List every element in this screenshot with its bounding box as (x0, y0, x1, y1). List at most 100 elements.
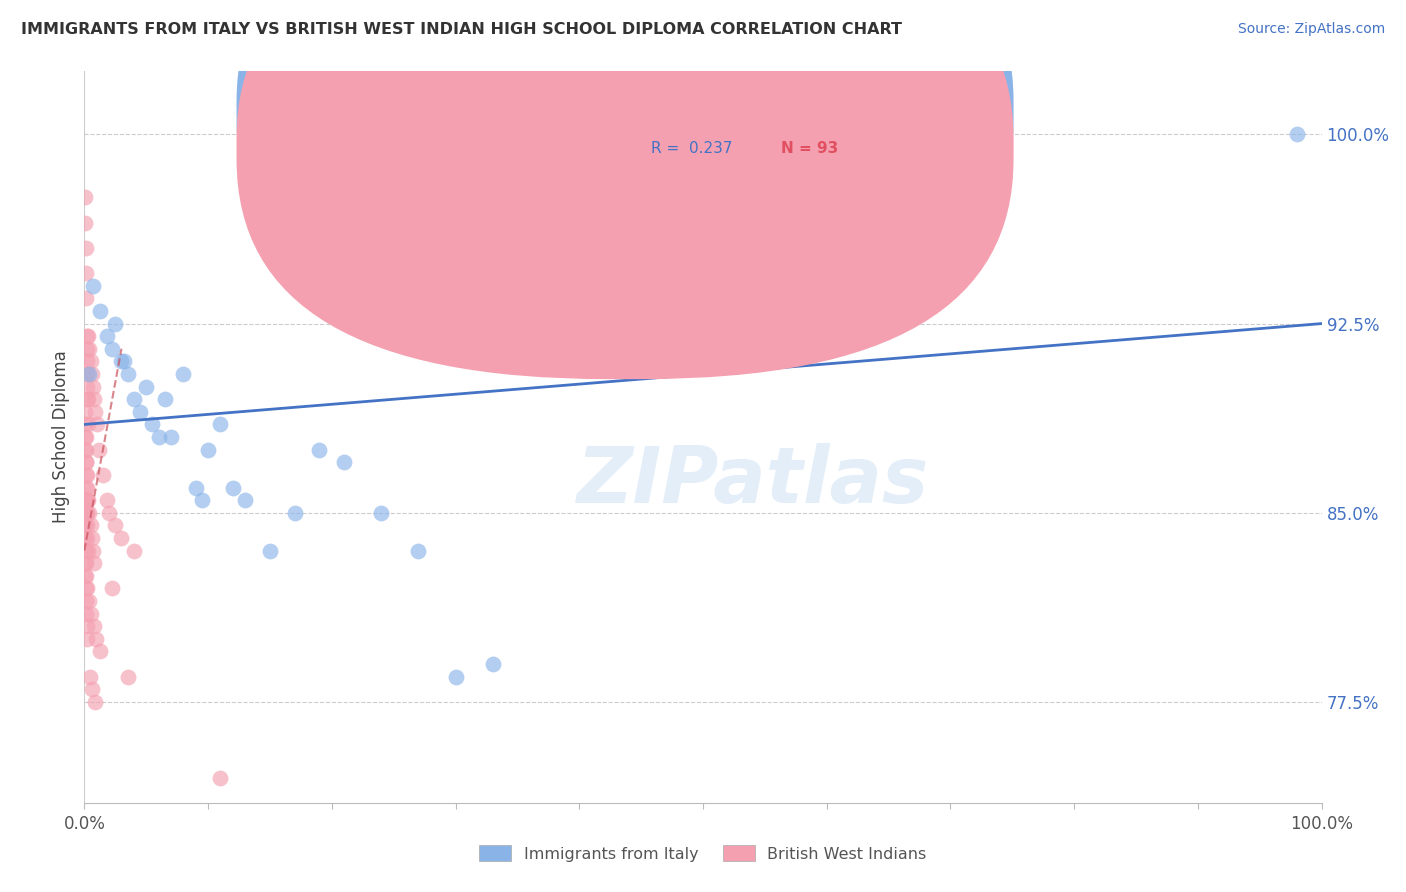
Point (233, 493, 256, 508)
Point (76, 632, 98, 646)
Point (82, 682, 104, 697)
Point (76, 543, 98, 558)
Point (76, 493, 98, 508)
Point (117, 670, 139, 684)
Point (209, 771, 232, 785)
Point (191, 493, 214, 508)
Point (76, 493, 98, 508)
Point (76, 392, 98, 407)
Point (89, 442, 111, 457)
FancyBboxPatch shape (236, 0, 1014, 343)
Point (122, 543, 145, 558)
Point (135, 379, 157, 393)
Point (259, 543, 281, 558)
Point (76, 367, 98, 381)
Point (73, 405, 96, 419)
Point (100, 582, 122, 596)
Point (75, 531, 97, 545)
Text: R =  0.237: R = 0.237 (651, 141, 733, 156)
Point (79, 670, 101, 684)
Point (75, 569, 97, 583)
Point (96, 493, 118, 508)
Point (481, 657, 503, 671)
Point (80, 367, 103, 381)
Point (96, 329, 118, 343)
Point (1285, 128, 1308, 142)
Point (160, 430, 183, 444)
Text: N = 93: N = 93 (780, 141, 838, 156)
Point (370, 506, 392, 520)
Point (75, 467, 97, 482)
Point (82, 278, 104, 293)
Point (184, 481, 207, 495)
Point (75, 569, 97, 583)
Point (75, 582, 97, 596)
Point (75, 455, 97, 469)
Point (73, 216, 96, 230)
Point (82, 543, 104, 558)
Point (75, 543, 97, 558)
Point (76, 354, 98, 368)
Point (91, 467, 114, 482)
Point (76, 531, 98, 545)
Text: ZIPatlas: ZIPatlas (576, 443, 928, 519)
Point (148, 430, 170, 444)
Point (75, 266, 97, 280)
Point (83, 695, 105, 709)
Point (79, 518, 101, 533)
FancyBboxPatch shape (592, 82, 883, 174)
Point (79, 342, 101, 356)
Point (89, 644, 111, 658)
Point (76, 518, 98, 533)
Point (104, 518, 127, 533)
Point (333, 455, 356, 469)
Point (76, 506, 98, 520)
Legend: Immigrants from Italy, British West Indians: Immigrants from Italy, British West Indi… (472, 838, 934, 868)
Point (73, 518, 96, 533)
Point (76, 467, 98, 482)
Point (444, 670, 467, 684)
Point (75, 442, 97, 457)
Point (98, 506, 121, 520)
Point (110, 354, 132, 368)
Point (117, 367, 139, 381)
Point (308, 442, 330, 457)
Point (75, 481, 97, 495)
Point (141, 417, 163, 432)
Point (83, 392, 105, 407)
Point (76, 329, 98, 343)
Point (75, 417, 97, 432)
Point (408, 543, 430, 558)
Point (82, 379, 104, 393)
Text: IMMIGRANTS FROM ITALY VS BRITISH WEST INDIAN HIGH SCHOOL DIPLOMA CORRELATION CHA: IMMIGRANTS FROM ITALY VS BRITISH WEST IN… (21, 22, 903, 37)
Point (110, 531, 132, 545)
Point (80, 531, 103, 545)
Point (89, 304, 111, 318)
Point (75, 455, 97, 469)
Point (83, 556, 105, 570)
Point (76, 506, 98, 520)
Point (77, 493, 100, 508)
Point (76, 379, 98, 393)
Point (79, 354, 101, 368)
Point (197, 442, 219, 457)
Point (79, 367, 101, 381)
Point (222, 481, 245, 495)
Text: Source: ZipAtlas.com: Source: ZipAtlas.com (1237, 22, 1385, 37)
Point (75, 594, 97, 608)
Text: R = 0.064: R = 0.064 (651, 104, 728, 120)
Point (75, 430, 97, 444)
Point (84, 632, 107, 646)
Point (86, 417, 108, 432)
Point (76, 481, 98, 495)
Point (79, 506, 101, 520)
Point (73, 556, 96, 570)
Point (75, 607, 97, 621)
Point (84, 405, 107, 419)
Point (129, 405, 152, 419)
Point (100, 342, 122, 356)
Point (75, 442, 97, 457)
Point (75, 291, 97, 305)
Point (76, 342, 98, 356)
Point (83, 619, 105, 633)
